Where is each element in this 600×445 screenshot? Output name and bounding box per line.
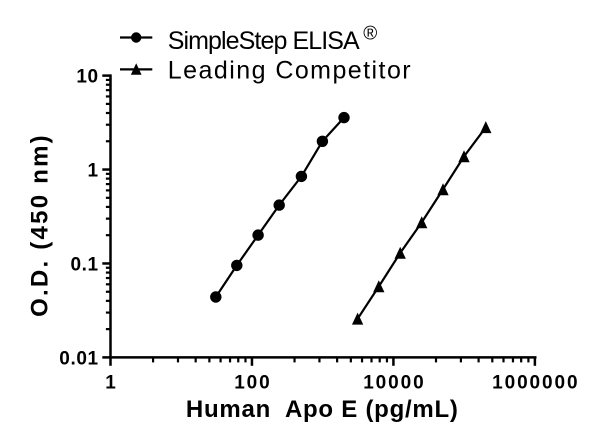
svg-text:O.D. (450 nm): O.D. (450 nm) — [27, 133, 54, 317]
svg-text:10000: 10000 — [363, 372, 425, 393]
svg-text:®: ® — [363, 23, 377, 44]
svg-text:10: 10 — [76, 67, 98, 88]
svg-text:1: 1 — [105, 372, 117, 393]
svg-text:1000000: 1000000 — [492, 372, 579, 393]
svg-text:0.01: 0.01 — [59, 348, 98, 369]
svg-text:100: 100 — [234, 372, 271, 393]
svg-text:0.1: 0.1 — [70, 254, 98, 275]
svg-text:SimpleStep ELISA: SimpleStep ELISA — [168, 27, 360, 55]
svg-text:Human Apo E (pg/mL): Human Apo E (pg/mL) — [186, 396, 459, 423]
svg-text:1: 1 — [88, 160, 99, 181]
svg-text:Leading Competitor: Leading Competitor — [168, 56, 412, 84]
